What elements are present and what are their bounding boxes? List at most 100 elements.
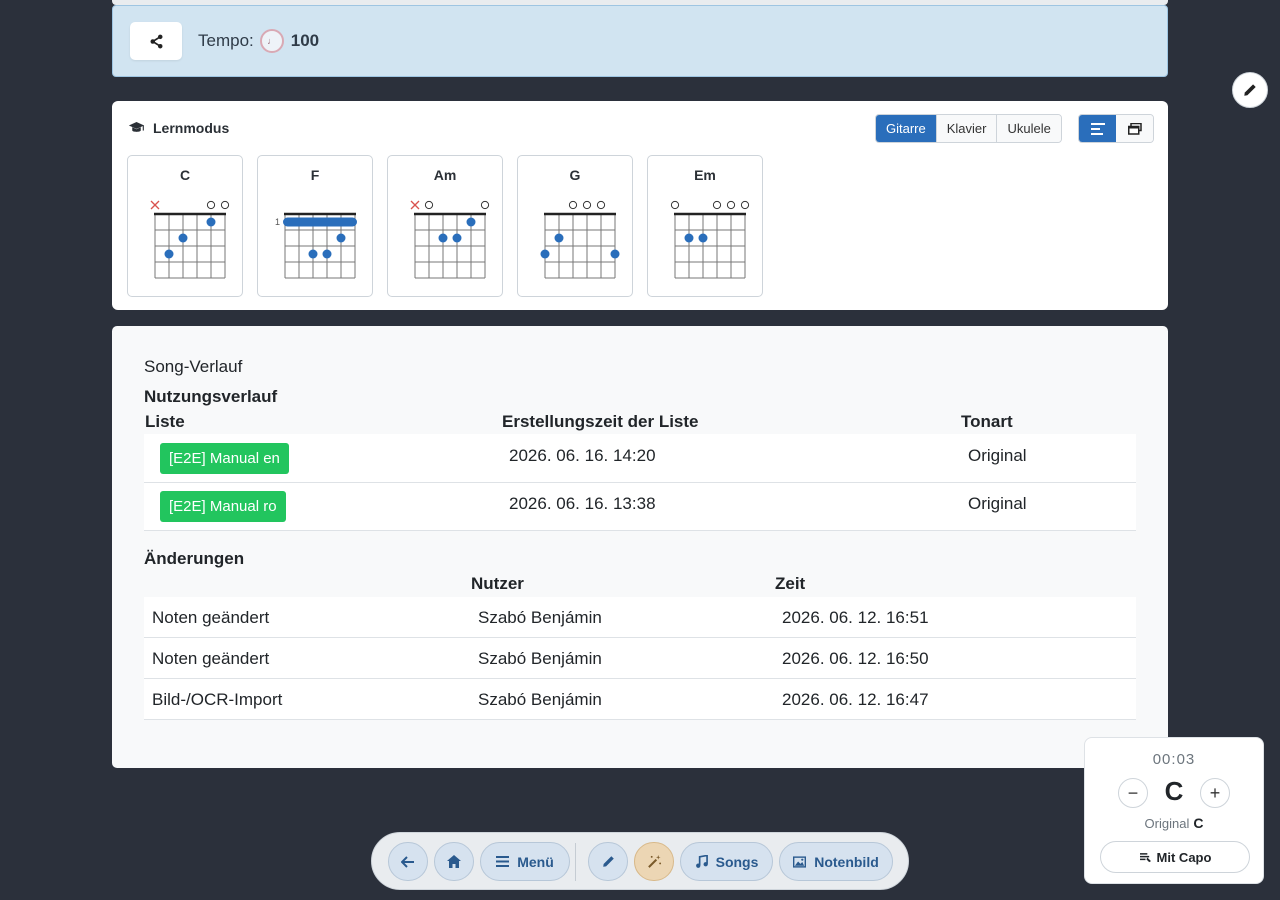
- chord-name: Em: [694, 167, 716, 183]
- song-history-title: Song-Verlauf: [144, 357, 243, 376]
- finger-dot: [308, 249, 318, 259]
- learn-mode-title: Lernmodus: [128, 120, 229, 136]
- finger-dot: [336, 233, 346, 243]
- finger-dot: [684, 233, 694, 243]
- open-string-marker: [726, 200, 736, 210]
- open-string-marker: [206, 200, 216, 210]
- edit-floating-button[interactable]: [1232, 72, 1268, 108]
- chord-name: Am: [433, 167, 457, 183]
- usage-header-list: Liste: [145, 412, 185, 431]
- magic-wand-icon: [647, 854, 661, 868]
- view-toggle: [1078, 114, 1154, 143]
- usage-time: 2026. 06. 16. 13:38: [509, 494, 656, 513]
- notenbild-button[interactable]: Notenbild: [779, 842, 893, 881]
- change-row: Bild-/OCR-Import Szabó Benjámin 2026. 06…: [144, 679, 1136, 720]
- instrument-selector: Gitarre Klavier Ukulele: [875, 114, 1062, 143]
- open-string-marker: [740, 200, 750, 210]
- fret-number: 1: [275, 217, 280, 227]
- window-view-button[interactable]: [1116, 115, 1153, 142]
- usage-history-title: Nutzungsverlauf: [144, 387, 278, 406]
- original-key: Original C: [1085, 815, 1263, 831]
- arrow-left-icon: [401, 855, 414, 868]
- change-user: Szabó Benjámin: [478, 649, 602, 668]
- chord-card-c[interactable]: C: [127, 155, 243, 297]
- finger-dot: [698, 233, 708, 243]
- usage-row: [E2E] Manual en 2026. 06. 16. 14:20 Orig…: [144, 434, 1136, 483]
- magic-wand-button[interactable]: [634, 842, 674, 881]
- pencil-icon: [1244, 84, 1256, 96]
- learn-mode-label: Lernmodus: [153, 120, 230, 136]
- transpose-down-button[interactable]: −: [1118, 778, 1148, 808]
- change-time: 2026. 06. 12. 16:51: [782, 608, 929, 627]
- muted-string-marker: [150, 200, 160, 210]
- music-note-icon: [695, 855, 708, 868]
- change-time: 2026. 06. 12. 16:47: [782, 690, 929, 709]
- song-history-card: Song-Verlauf Nutzungsverlauf Liste Erste…: [112, 326, 1168, 768]
- change-row: Noten geändert Szabó Benjámin 2026. 06. …: [144, 597, 1136, 638]
- back-button[interactable]: [388, 842, 428, 881]
- list-badge[interactable]: [E2E] Manual en: [160, 443, 289, 474]
- changes-header-user: Nutzer: [471, 574, 524, 593]
- open-string-marker: [712, 200, 722, 210]
- usage-row: [E2E] Manual ro 2026. 06. 16. 13:38 Orig…: [144, 483, 1136, 531]
- chord-card-em[interactable]: Em: [647, 155, 763, 297]
- finger-dot: [164, 249, 174, 259]
- change-action: Noten geändert: [152, 608, 270, 627]
- learn-mode-card: Lernmodus Gitarre Klavier Ukulele C F 1 Am G…: [112, 101, 1168, 310]
- muted-string-marker: [410, 200, 420, 210]
- instrument-piano-button[interactable]: Klavier: [936, 115, 998, 142]
- chord-diagram: [670, 200, 750, 279]
- windows-icon: [1127, 122, 1142, 135]
- instrument-ukulele-button[interactable]: Ukulele: [997, 115, 1061, 142]
- nav-divider: [575, 843, 576, 881]
- menu-label: Menü: [517, 853, 554, 870]
- change-time: 2026. 06. 12. 16:50: [782, 649, 929, 668]
- change-user: Szabó Benjámin: [478, 690, 602, 709]
- share-button[interactable]: [130, 22, 182, 60]
- original-key-label: Original: [1144, 816, 1190, 831]
- tempo-bar: Tempo: ♩ 100: [112, 5, 1168, 77]
- chord-name: F: [310, 167, 320, 183]
- songs-button[interactable]: Songs: [680, 842, 773, 881]
- metronome-indicator[interactable]: ♩: [259, 29, 284, 53]
- chord-name: C: [179, 167, 191, 183]
- bars-icon: [496, 856, 510, 867]
- usage-key: Original: [968, 494, 1027, 513]
- edit-button[interactable]: [588, 842, 628, 881]
- chord-card-am[interactable]: Am: [387, 155, 503, 297]
- list-view-button[interactable]: [1079, 115, 1116, 142]
- instrument-guitar-button[interactable]: Gitarre: [876, 115, 937, 142]
- chord-card-g[interactable]: G: [517, 155, 633, 297]
- chord-diagram: [150, 200, 230, 279]
- usage-time: 2026. 06. 16. 14:20: [509, 446, 656, 465]
- changes-header-time: Zeit: [775, 574, 806, 593]
- chord-diagram: [410, 200, 490, 279]
- transpose-panel: 00:03 − C + Original C Mit Capo: [1084, 737, 1264, 884]
- change-row: Noten geändert Szabó Benjámin 2026. 06. …: [144, 638, 1136, 679]
- tempo-value: 100: [290, 31, 320, 50]
- change-action: Noten geändert: [152, 649, 270, 668]
- chord-diagram: 1: [275, 212, 357, 279]
- barre: [283, 217, 357, 227]
- open-string-marker: [670, 200, 680, 210]
- image-icon: [793, 855, 807, 868]
- menu-button[interactable]: Menü: [480, 842, 570, 881]
- original-key-value: C: [1193, 815, 1204, 831]
- finger-dot: [206, 217, 216, 227]
- current-key: C: [1164, 776, 1184, 806]
- transpose-up-button[interactable]: +: [1200, 778, 1230, 808]
- capo-button[interactable]: Mit Capo: [1100, 841, 1250, 873]
- open-string-marker: [480, 200, 490, 210]
- home-button[interactable]: [434, 842, 474, 881]
- open-string-marker: [596, 200, 606, 210]
- open-string-marker: [568, 200, 578, 210]
- list-badge[interactable]: [E2E] Manual ro: [160, 491, 286, 522]
- changes-title: Änderungen: [144, 549, 245, 568]
- usage-key: Original: [968, 446, 1027, 465]
- finger-dot: [466, 217, 476, 227]
- align-left-icon: [1090, 122, 1105, 135]
- graduation-cap-icon: [128, 122, 145, 132]
- finger-dot: [554, 233, 564, 243]
- share-icon: [150, 34, 162, 48]
